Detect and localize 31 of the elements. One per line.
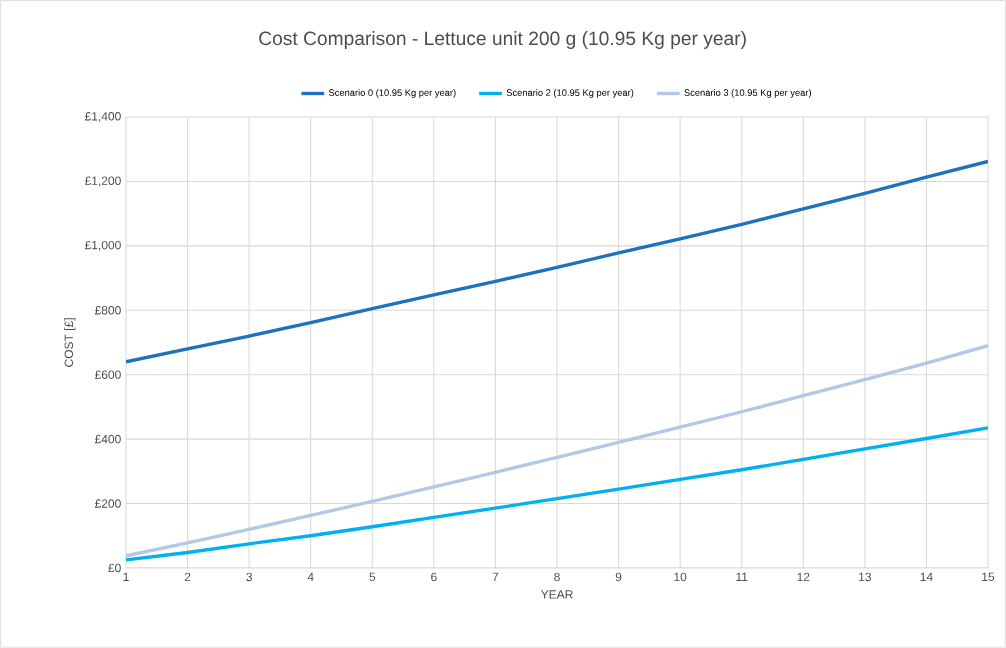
x-tick-label: 2: [184, 572, 191, 582]
x-tick-label: 5: [369, 572, 376, 582]
x-tick-label: 1: [123, 572, 129, 581]
legend-label: Scenario 0 (10.95 Kg per year): [328, 89, 456, 98]
y-tick-label: £600: [94, 370, 121, 379]
x-tick-label: 7: [492, 572, 499, 581]
x-tick-label: 10: [674, 572, 687, 582]
line-series: [126, 159, 988, 364]
x-tick-label: 15: [982, 572, 995, 582]
legend-label: Scenario 2 (10.95 Kg per year): [506, 89, 634, 98]
x-tick-label: 9: [615, 572, 622, 582]
y-tick-label: £1,200: [84, 176, 121, 187]
chart-title: Cost Comparison - Lettuce unit 200 g (10.95 Kg per year): [259, 31, 746, 49]
x-tick-label: 12: [797, 572, 810, 582]
x-tick-label: 14: [920, 572, 933, 581]
line-series: [126, 344, 988, 558]
y-tick-label: £0: [108, 563, 121, 573]
x-tick-label: 4: [307, 572, 314, 581]
legend-label: Scenario 3 (10.95 Kg per year): [684, 89, 811, 98]
y-tick-label: £1,000: [84, 240, 121, 251]
y-tick-label: £1,400: [84, 112, 121, 122]
y-tick-label: £800: [94, 306, 121, 315]
x-tick-label: 13: [859, 572, 872, 582]
y-tick-label: £200: [94, 499, 121, 508]
x-axis-title: YEAR: [540, 590, 573, 599]
x-tick-label: 6: [431, 572, 437, 582]
x-tick-label: 8: [554, 572, 560, 582]
x-tick-label: 3: [246, 572, 252, 582]
x-tick-label: 11: [736, 572, 748, 581]
y-axis-title: COST [£]: [64, 318, 76, 367]
y-tick-label: £400: [94, 434, 121, 444]
